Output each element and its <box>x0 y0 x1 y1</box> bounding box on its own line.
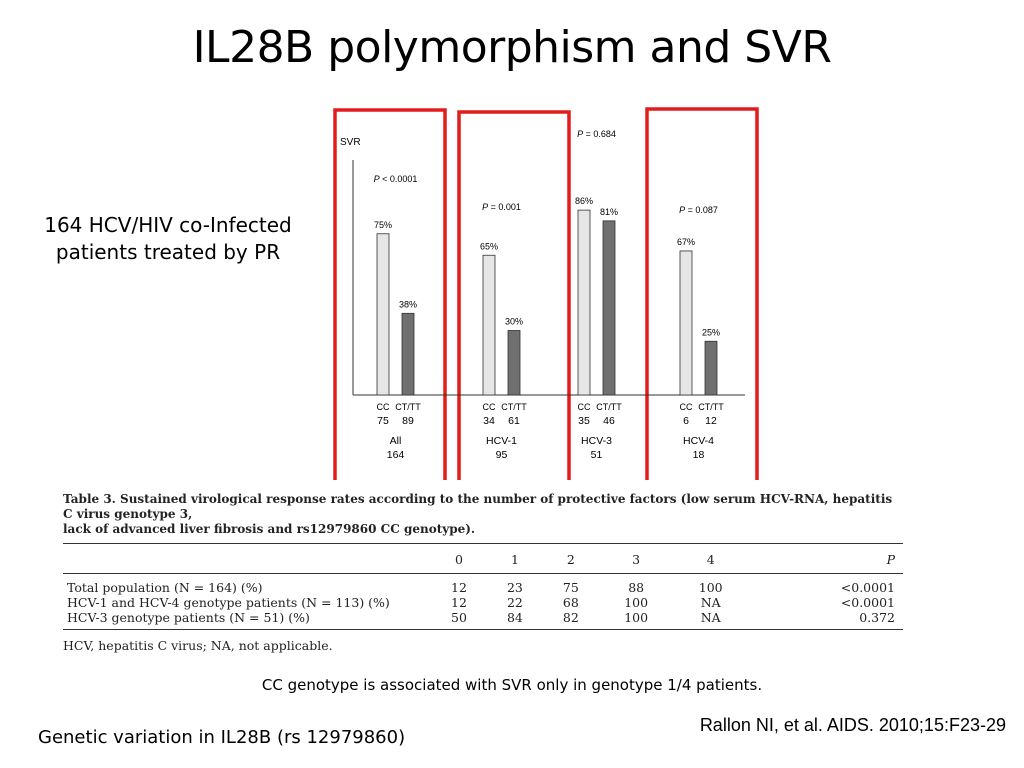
table-cell: 100 <box>624 610 649 625</box>
svr-bar-chart: SVR 75% CC 75 38% CT/TT 89 P < 0.0001 All 164 65% C… <box>333 107 759 480</box>
table-cell: 100 <box>698 580 723 595</box>
table-cell: <0.0001 <box>840 595 895 610</box>
table-cell: HCV-3 genotype patients (N = 51) (%) <box>67 610 310 625</box>
table-row: Total population (N = 164) (%) 12 23 75 … <box>63 574 903 596</box>
svr-rates-table: 0 1 2 3 4 P Total population (N = 164) (… <box>63 543 903 630</box>
table-cell: 12 <box>451 595 467 610</box>
genotype-tick-label: CT/TT <box>501 402 527 412</box>
table-cell: 100 <box>624 595 649 610</box>
table-header-cell: 2 <box>566 552 575 567</box>
p-value-label: P = 0.087 <box>679 205 718 215</box>
patient-count-label: 12 <box>705 415 717 427</box>
group-total-label: 95 <box>496 449 508 461</box>
table-header-row: 0 1 2 3 4 P <box>63 543 903 574</box>
genotype-tick-label: CT/TT <box>698 402 724 412</box>
bar-value-label: 25% <box>702 327 720 337</box>
svr-table-block: Table 3. Sustained virological response … <box>63 492 903 653</box>
table-cell: 22 <box>506 595 523 610</box>
group-label: HCV-3 <box>581 435 612 447</box>
cohort-label: 164 HCV/HIV co-Infected patients treated… <box>22 212 314 266</box>
table-row: HCV-3 genotype patients (N = 51) (%) 50 … <box>63 610 903 630</box>
cohort-label-line-1: 164 HCV/HIV co-Infected <box>44 213 292 237</box>
group-total-label: 18 <box>693 449 705 461</box>
bar-value-label: 67% <box>677 237 695 247</box>
genotype-tick-label: CT/TT <box>395 402 421 412</box>
bar-value-label: 86% <box>575 196 593 206</box>
bar-cc <box>679 250 693 396</box>
conclusion-text: CC genotype is associated with SVR only … <box>261 676 763 694</box>
patient-count-label: 46 <box>603 415 615 427</box>
table-header-cell: P <box>886 552 895 567</box>
genotype-tick-label: CC <box>483 402 496 412</box>
table-header-cell <box>63 544 431 574</box>
patient-count-label: 61 <box>508 415 520 427</box>
group-label: HCV-4 <box>683 435 714 447</box>
table-caption-line-2: lack of advanced liver fibrosis and rs12… <box>63 522 476 536</box>
slide-title: IL28B polymorphism and SVR <box>192 22 832 73</box>
bar-value-label: 75% <box>374 220 392 230</box>
table-header-cell: 1 <box>510 552 519 567</box>
table-row: HCV-1 and HCV-4 genotype patients (N = 1… <box>63 595 903 610</box>
group-total-label: 164 <box>387 449 405 461</box>
citation: Rallon NI, et al. AIDS. 2010;15:F23-29 <box>699 715 1006 735</box>
table-cell: 84 <box>506 610 523 625</box>
table-cell: 75 <box>562 580 579 595</box>
table-cell: <0.0001 <box>840 580 895 595</box>
genotype-tick-label: CC <box>578 402 591 412</box>
table-cell: NA <box>700 610 721 625</box>
group-label: HCV-1 <box>486 435 517 447</box>
table-cell: 12 <box>451 580 467 595</box>
p-value-label: P = 0.001 <box>482 202 521 212</box>
p-value-label: P = 0.684 <box>577 129 616 139</box>
patient-count-label: 6 <box>683 415 689 427</box>
bar-ct-tt <box>704 340 718 396</box>
group-total-label: 51 <box>591 449 603 461</box>
patient-count-label: 35 <box>578 415 590 427</box>
bar-value-label: 38% <box>399 299 417 309</box>
bar-value-label: 81% <box>600 207 618 217</box>
table-header-cell: 0 <box>455 552 463 567</box>
table-header-cell: 3 <box>632 552 641 567</box>
highlight-box <box>645 107 759 480</box>
group-label: All <box>390 435 402 447</box>
bar-ct-tt <box>507 330 521 396</box>
table-caption-line-1: Table 3. Sustained virological response … <box>63 492 893 521</box>
bar-cc <box>376 233 390 396</box>
table-cell: HCV-1 and HCV-4 genotype patients (N = 1… <box>67 595 390 610</box>
patient-count-label: 75 <box>377 415 389 427</box>
table-cell: 68 <box>562 595 579 610</box>
genotype-tick-label: CC <box>680 402 693 412</box>
patient-count-label: 34 <box>483 415 495 427</box>
patient-count-label: 89 <box>402 415 414 427</box>
y-axis-label: SVR <box>340 137 361 148</box>
highlight-box <box>333 108 447 480</box>
bar-value-label: 30% <box>505 317 523 327</box>
table-cell: 50 <box>451 610 467 625</box>
bar-cc <box>577 209 591 396</box>
table-caption: Table 3. Sustained virological response … <box>63 492 903 537</box>
genotype-tick-label: CC <box>377 402 390 412</box>
table-cell: 0.372 <box>859 610 895 625</box>
bar-ct-tt <box>602 220 616 396</box>
bar-ct-tt <box>401 312 415 396</box>
table-header-cell: 4 <box>706 552 715 567</box>
cohort-label-line-2: patients treated by PR <box>55 240 281 264</box>
table-cell: 23 <box>506 580 523 595</box>
table-cell: NA <box>700 595 721 610</box>
table-footnote: HCV, hepatitis C virus; NA, not applicab… <box>63 638 333 653</box>
table-cell: Total population (N = 164) (%) <box>67 580 263 595</box>
bar-cc <box>482 254 496 396</box>
bar-value-label: 65% <box>480 241 498 251</box>
footer-subtitle: Genetic variation in IL28B (rs 12979860) <box>38 727 406 748</box>
table-cell: 88 <box>628 580 645 595</box>
genotype-tick-label: CT/TT <box>596 402 622 412</box>
table-cell: 82 <box>562 610 579 625</box>
highlight-box <box>457 110 571 480</box>
p-value-label: P < 0.0001 <box>374 174 418 184</box>
